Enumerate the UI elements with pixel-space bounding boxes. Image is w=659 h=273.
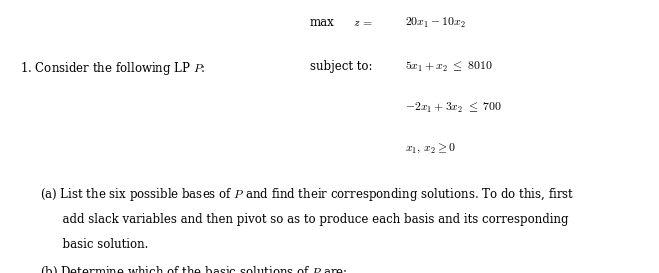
Text: $x_1,\, x_2 \geq 0$: $x_1,\, x_2 \geq 0$ (405, 142, 457, 155)
Text: (b) Determine which of the basic solutions of $P$ are:: (b) Determine which of the basic solutio… (40, 265, 347, 273)
Text: add slack variables and then pivot so as to produce each basis and its correspon: add slack variables and then pivot so as… (40, 213, 568, 226)
Text: $5x_1 + x_2\ \leq\ 8010$: $5x_1 + x_2\ \leq\ 8010$ (405, 60, 493, 74)
Text: (a) List the six possible bases of $P$ and find their corresponding solutions. T: (a) List the six possible bases of $P$ a… (40, 186, 574, 203)
Text: basic solution.: basic solution. (40, 238, 148, 251)
Text: $-2x_1 + 3x_2\ \leq\ 700$: $-2x_1 + 3x_2\ \leq\ 700$ (405, 101, 502, 115)
Text: $z\,=$: $z\,=$ (353, 16, 372, 29)
Text: $20x_1 - 10x_2$: $20x_1 - 10x_2$ (405, 16, 466, 30)
Text: 1. Consider the following LP $P$:: 1. Consider the following LP $P$: (20, 60, 206, 77)
Text: max: max (310, 16, 335, 29)
Text: subject to:: subject to: (310, 60, 372, 73)
